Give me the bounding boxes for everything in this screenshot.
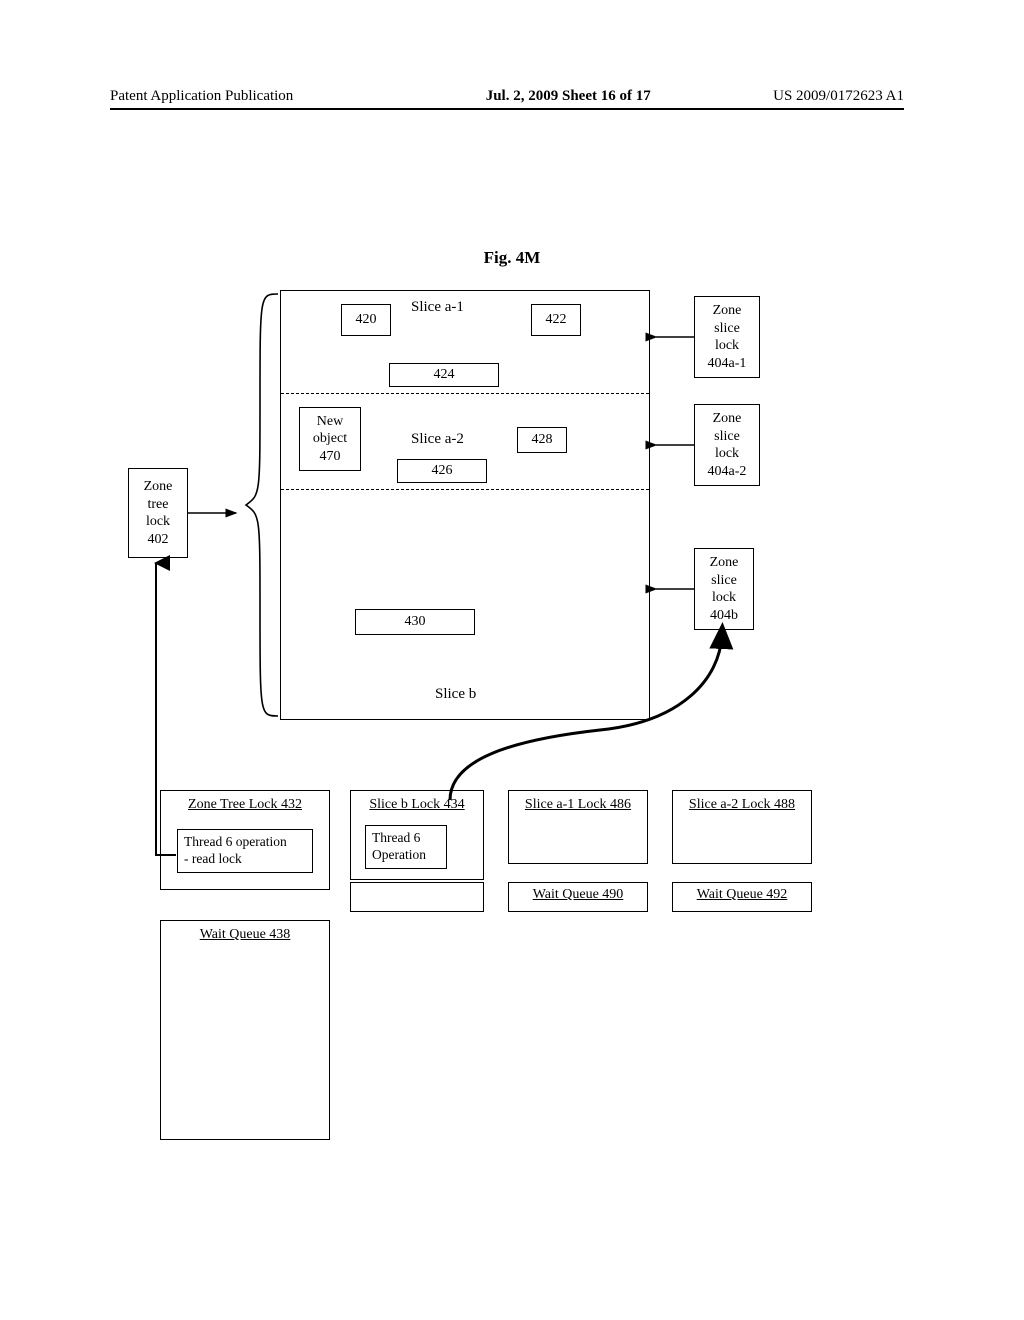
- zone-slice-lock-a1: Zone slice lock 404a-1: [694, 296, 760, 378]
- arrow-ztl-to-brace: [188, 505, 243, 525]
- slice-a1-lock-panel: Slice a-1 Lock 486: [508, 790, 648, 864]
- zsl-a1-l3: lock: [715, 337, 739, 355]
- zsl-a1-l2: slice: [714, 320, 740, 338]
- zsl-a2-l1: Zone: [713, 410, 742, 428]
- slice-b-op: Thread 6 Operation: [365, 825, 447, 869]
- wait-queue-490-box: Wait Queue 490: [508, 882, 648, 912]
- box-428: 428: [517, 427, 567, 453]
- ztl-l2: tree: [148, 496, 169, 514]
- ztl-l4: 402: [148, 531, 169, 549]
- dash-a2-b: [281, 489, 649, 490]
- slice-b-label: Slice b: [435, 686, 476, 703]
- curly-brace: [240, 290, 280, 720]
- newobj-l1: New: [317, 413, 343, 431]
- zone-container: Slice a-1 420 422 424 New object 470 Sli…: [280, 290, 650, 720]
- header-left: Patent Application Publication: [110, 88, 293, 105]
- box-430-txt: 430: [405, 613, 426, 631]
- box-430: 430: [355, 609, 475, 635]
- zone-tree-op-l2: - read lock: [184, 851, 306, 868]
- box-424: 424: [389, 363, 499, 387]
- ztl-l3: lock: [146, 513, 170, 531]
- zsl-a2-l2: slice: [714, 428, 740, 446]
- zone-tree-lock-panel: Zone Tree Lock 432 Thread 6 operation - …: [160, 790, 330, 890]
- zsl-a2-l3: lock: [715, 445, 739, 463]
- box-426-txt: 426: [432, 462, 453, 480]
- zone-tree-op: Thread 6 operation - read lock: [177, 829, 313, 873]
- box-420: 420: [341, 304, 391, 336]
- slice-b-lock-panel: Slice b Lock 434 Thread 6 Operation: [350, 790, 484, 880]
- new-object-470: New object 470: [299, 407, 361, 471]
- wait-queue-440-box: [350, 882, 484, 912]
- zone-tree-op-l1: Thread 6 operation: [184, 834, 306, 851]
- slice-b-op-l1: Thread 6: [372, 830, 440, 847]
- header-rule: [110, 108, 904, 110]
- slice-a1-label: Slice a-1: [411, 299, 464, 316]
- slice-a2-label: Slice a-2: [411, 431, 464, 448]
- slice-b-op-l2: Operation: [372, 847, 440, 864]
- header-right: US 2009/0172623 A1: [773, 88, 904, 105]
- wait-queue-490-title: Wait Queue 490: [509, 887, 647, 903]
- box-426: 426: [397, 459, 487, 483]
- figure-title: Fig. 4M: [0, 248, 1024, 268]
- arrow-zsl-b: [650, 580, 694, 598]
- arrow-zsl-a2: [650, 436, 694, 454]
- arrow-zsl-a1: [650, 328, 694, 346]
- wait-queue-438-title: Wait Queue 438: [161, 927, 329, 943]
- zsl-a1-l1: Zone: [713, 302, 742, 320]
- slice-a2-lock-title: Slice a-2 Lock 488: [673, 797, 811, 813]
- zone-tree-lock-title: Zone Tree Lock 432: [161, 797, 329, 813]
- newobj-l2: object: [313, 430, 347, 448]
- wait-queue-492-title: Wait Queue 492: [673, 887, 811, 903]
- header-center: Jul. 2, 2009 Sheet 16 of 17: [416, 88, 651, 105]
- zsl-b-l4: 404b: [710, 607, 738, 625]
- zsl-b-l3: lock: [712, 589, 736, 607]
- zone-slice-lock-b: Zone slice lock 404b: [694, 548, 754, 630]
- zsl-a1-l4: 404a-1: [708, 355, 747, 373]
- page-header: Patent Application Publication Jul. 2, 2…: [0, 88, 1024, 105]
- ztl-l1: Zone: [144, 478, 173, 496]
- slice-a1-lock-title: Slice a-1 Lock 486: [509, 797, 647, 813]
- box-424-txt: 424: [434, 366, 455, 384]
- box-422-txt: 422: [546, 311, 567, 329]
- box-420-txt: 420: [356, 311, 377, 329]
- zsl-b-l2: slice: [711, 572, 737, 590]
- wait-queue-492-box: Wait Queue 492: [672, 882, 812, 912]
- wait-queue-438: Wait Queue 438: [160, 920, 330, 1140]
- dash-a1-a2: [281, 393, 649, 394]
- box-422: 422: [531, 304, 581, 336]
- zone-tree-lock-box: Zone tree lock 402: [128, 468, 188, 558]
- zsl-b-l1: Zone: [710, 554, 739, 572]
- box-428-txt: 428: [532, 431, 553, 449]
- slice-a2-lock-panel: Slice a-2 Lock 488: [672, 790, 812, 864]
- zsl-a2-l4: 404a-2: [708, 463, 747, 481]
- newobj-l3: 470: [320, 448, 341, 466]
- zone-slice-lock-a2: Zone slice lock 404a-2: [694, 404, 760, 486]
- slice-b-lock-title: Slice b Lock 434: [351, 797, 483, 813]
